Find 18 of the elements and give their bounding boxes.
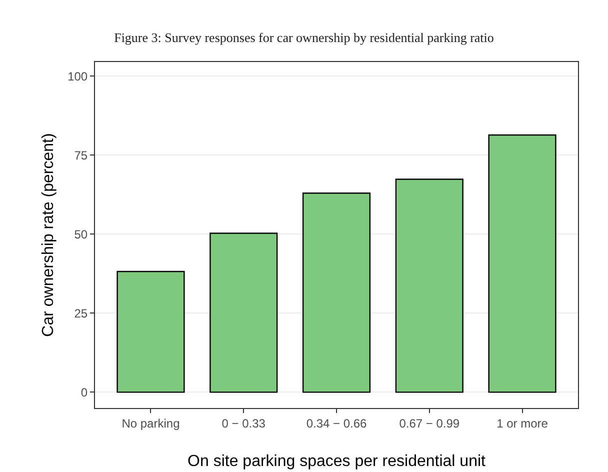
y-axis-title: Car ownership rate (percent) (40, 133, 57, 337)
y-tick-label: 0 (80, 385, 88, 400)
x-tick-label: No parking (122, 416, 180, 430)
x-tick-label: 0 − 0.33 (222, 416, 266, 430)
x-axis-title: On site parking spaces per residential unit (188, 453, 486, 470)
y-tick-label: 75 (74, 148, 88, 162)
bar (302, 192, 371, 393)
y-tick-label: 100 (68, 69, 88, 84)
x-tick-label: 0.34 − 0.66 (306, 416, 368, 430)
y-tick-label: 25 (74, 306, 88, 320)
y-tick-label: 50 (74, 227, 88, 242)
bar (395, 178, 464, 393)
bar (488, 134, 556, 393)
x-tick-label: 1 or more (496, 416, 548, 430)
x-tick-label: 0.67 − 0.99 (399, 416, 460, 430)
bar (116, 270, 185, 393)
bar (210, 232, 278, 393)
chart-title: Figure 3: Survey responses for car ownership by residential parking ratio (114, 30, 494, 46)
